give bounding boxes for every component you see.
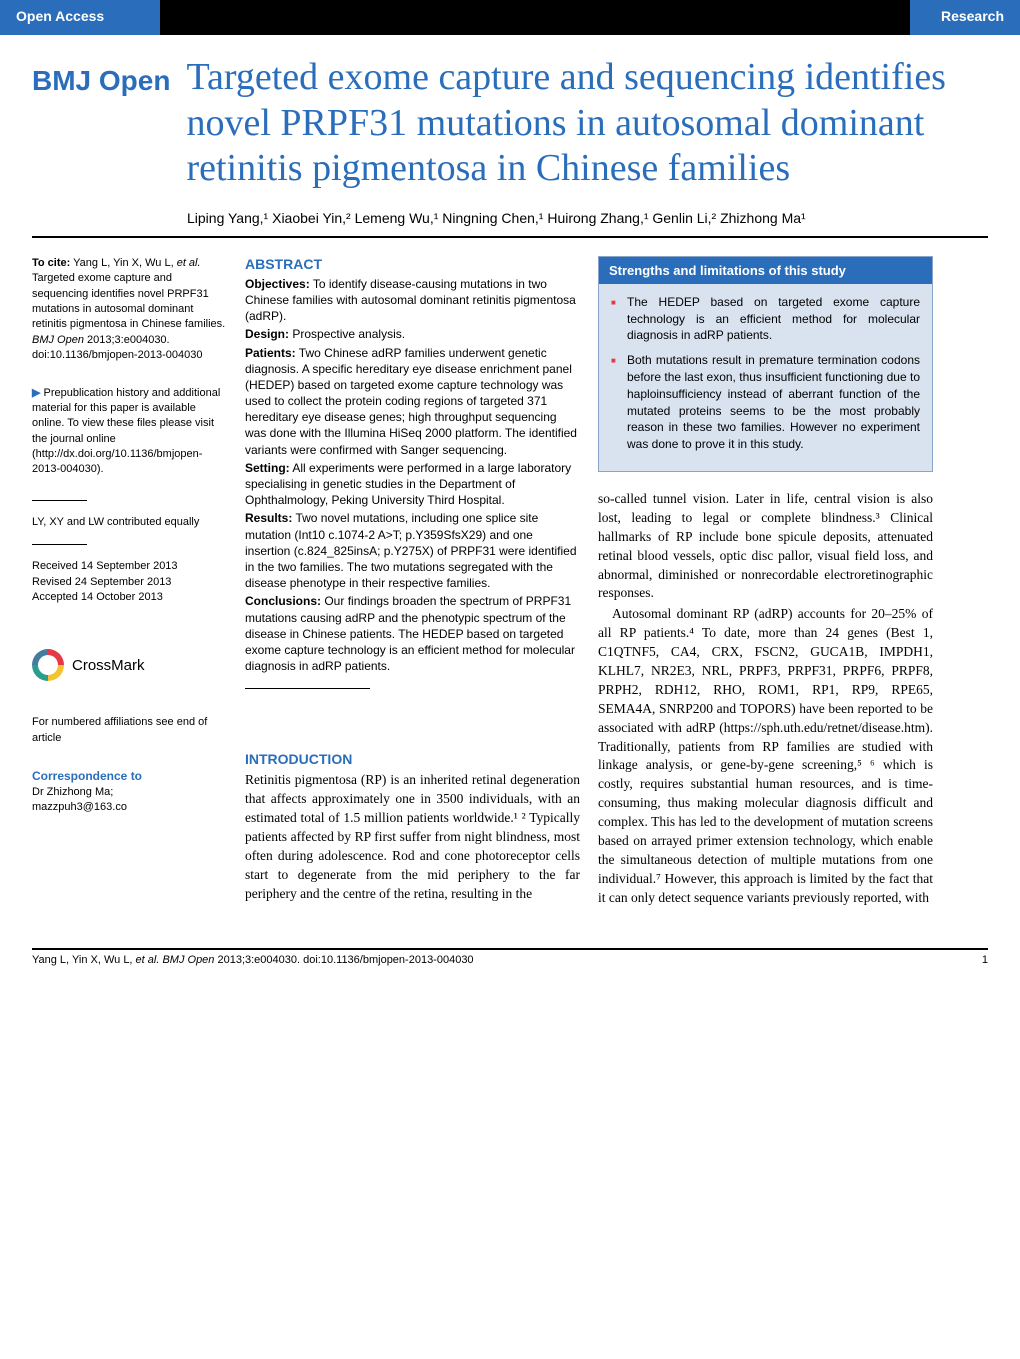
correspondence-name: Dr Zhizhong Ma; [32, 785, 227, 800]
top-banner: Open Access Research [0, 0, 1020, 35]
abstract-item: Conclusions: Our findings broaden the sp… [245, 593, 580, 674]
separator [245, 688, 370, 689]
box-list-item: The HEDEP based on targeted exome captur… [611, 294, 920, 344]
correspondence-block: Correspondence to Dr Zhizhong Ma; mazzpu… [32, 768, 227, 816]
abstract-item-key: Results: [245, 511, 292, 525]
supp-text: Prepublication history and additional ma… [32, 387, 220, 476]
page-footer: Yang L, Yin X, Wu L, et al. BMJ Open 201… [32, 948, 988, 966]
article-title: Targeted exome capture and sequencing id… [186, 55, 988, 192]
introduction-body: Retinitis pigmentosa (RP) is an inherite… [245, 771, 580, 903]
footer-citation: Yang L, Yin X, Wu L, et al. BMJ Open 201… [32, 954, 474, 966]
correspondence-label: Correspondence to [32, 768, 227, 785]
columns: To cite: Yang L, Yin X, Wu L, et al. Tar… [32, 256, 988, 910]
footer-etal: et al. [136, 954, 163, 966]
box-list-item: Both mutations result in premature termi… [611, 352, 920, 453]
abstract-item: Design: Prospective analysis. [245, 326, 580, 342]
crossmark-icon [32, 649, 64, 681]
supplementary-block: ▶ Prepublication history and additional … [32, 386, 227, 478]
box-list: The HEDEP based on targeted exome captur… [611, 294, 920, 453]
abstract-body: Objectives: To identify disease-causing … [245, 276, 580, 675]
footer-auth: Yang L, Yin X, Wu L, [32, 954, 136, 966]
abstract-item: Results: Two novel mutations, including … [245, 510, 580, 591]
abstract-item: Objectives: To identify disease-causing … [245, 276, 580, 325]
title-row: BMJ Open Targeted exome capture and sequ… [32, 55, 988, 192]
crossmark-label: CrossMark [72, 655, 145, 676]
abstract-item-value: Two novel mutations, including one splic… [245, 511, 577, 590]
abstract-item-value: Two Chinese adRP families underwent gene… [245, 346, 577, 457]
right-body-text: so-called tunnel vision. Later in life, … [598, 490, 933, 908]
open-access-badge: Open Access [0, 0, 160, 35]
right-p2: Autosomal dominant RP (adRP) accounts fo… [598, 605, 933, 907]
contributed-equally: LY, XY and LW contributed equally [32, 515, 227, 530]
author-list: Liping Yang,¹ Xiaobei Yin,² Lemeng Wu,¹ … [187, 210, 988, 226]
abstract-item-key: Objectives: [245, 277, 310, 291]
page-content: BMJ Open Targeted exome capture and sequ… [0, 35, 1020, 930]
divider [32, 236, 988, 238]
right-p1: so-called tunnel vision. Later in life, … [598, 490, 933, 603]
strengths-box: Strengths and limitations of this study … [598, 256, 933, 472]
cite-journal: BMJ Open [32, 334, 84, 346]
abstract-heading: ABSTRACT [245, 256, 580, 272]
middle-column: ABSTRACT Objectives: To identify disease… [245, 256, 580, 910]
page-number: 1 [982, 954, 988, 966]
left-sidebar: To cite: Yang L, Yin X, Wu L, et al. Tar… [32, 256, 227, 910]
abstract-item-key: Conclusions: [245, 594, 321, 608]
journal-logo: BMJ Open [32, 65, 170, 97]
citation-block: To cite: Yang L, Yin X, Wu L, et al. Tar… [32, 256, 227, 364]
cite-rest: Targeted exome capture and sequencing id… [32, 272, 225, 330]
abstract-item: Setting: All experiments were performed … [245, 460, 580, 509]
right-column: Strengths and limitations of this study … [598, 256, 933, 910]
footer-journal: BMJ Open [162, 954, 214, 966]
cite-etal: et al. [177, 257, 201, 269]
abstract-item-value: All experiments were performed in a larg… [245, 461, 571, 507]
footer-rest: 2013;3:e004030. doi:10.1136/bmjopen-2013… [214, 954, 473, 966]
separator [32, 544, 87, 545]
correspondence-email: mazzpuh3@163.co [32, 800, 227, 815]
date-revised: Revised 24 September 2013 [32, 575, 227, 590]
date-received: Received 14 September 2013 [32, 559, 227, 574]
abstract-item-key: Patients: [245, 346, 296, 360]
abstract-item-key: Design: [245, 327, 289, 341]
box-heading: Strengths and limitations of this study [599, 257, 932, 284]
research-badge: Research [910, 0, 1020, 35]
cite-text: Yang L, Yin X, Wu L, [70, 257, 176, 269]
abstract-item: Patients: Two Chinese adRP families unde… [245, 345, 580, 458]
abstract-item-value: Prospective analysis. [289, 327, 405, 341]
box-body: The HEDEP based on targeted exome captur… [599, 284, 932, 471]
crossmark-badge[interactable]: CrossMark [32, 649, 227, 681]
cite-label: To cite: [32, 257, 70, 269]
dates-block: Received 14 September 2013 Revised 24 Se… [32, 559, 227, 605]
introduction-heading: INTRODUCTION [245, 751, 580, 767]
arrow-icon: ▶ [32, 387, 40, 399]
date-accepted: Accepted 14 October 2013 [32, 590, 227, 605]
banner-spacer [160, 0, 910, 35]
separator [32, 500, 87, 501]
abstract-item-key: Setting: [245, 461, 290, 475]
affiliations-note: For numbered affiliations see end of art… [32, 715, 227, 746]
